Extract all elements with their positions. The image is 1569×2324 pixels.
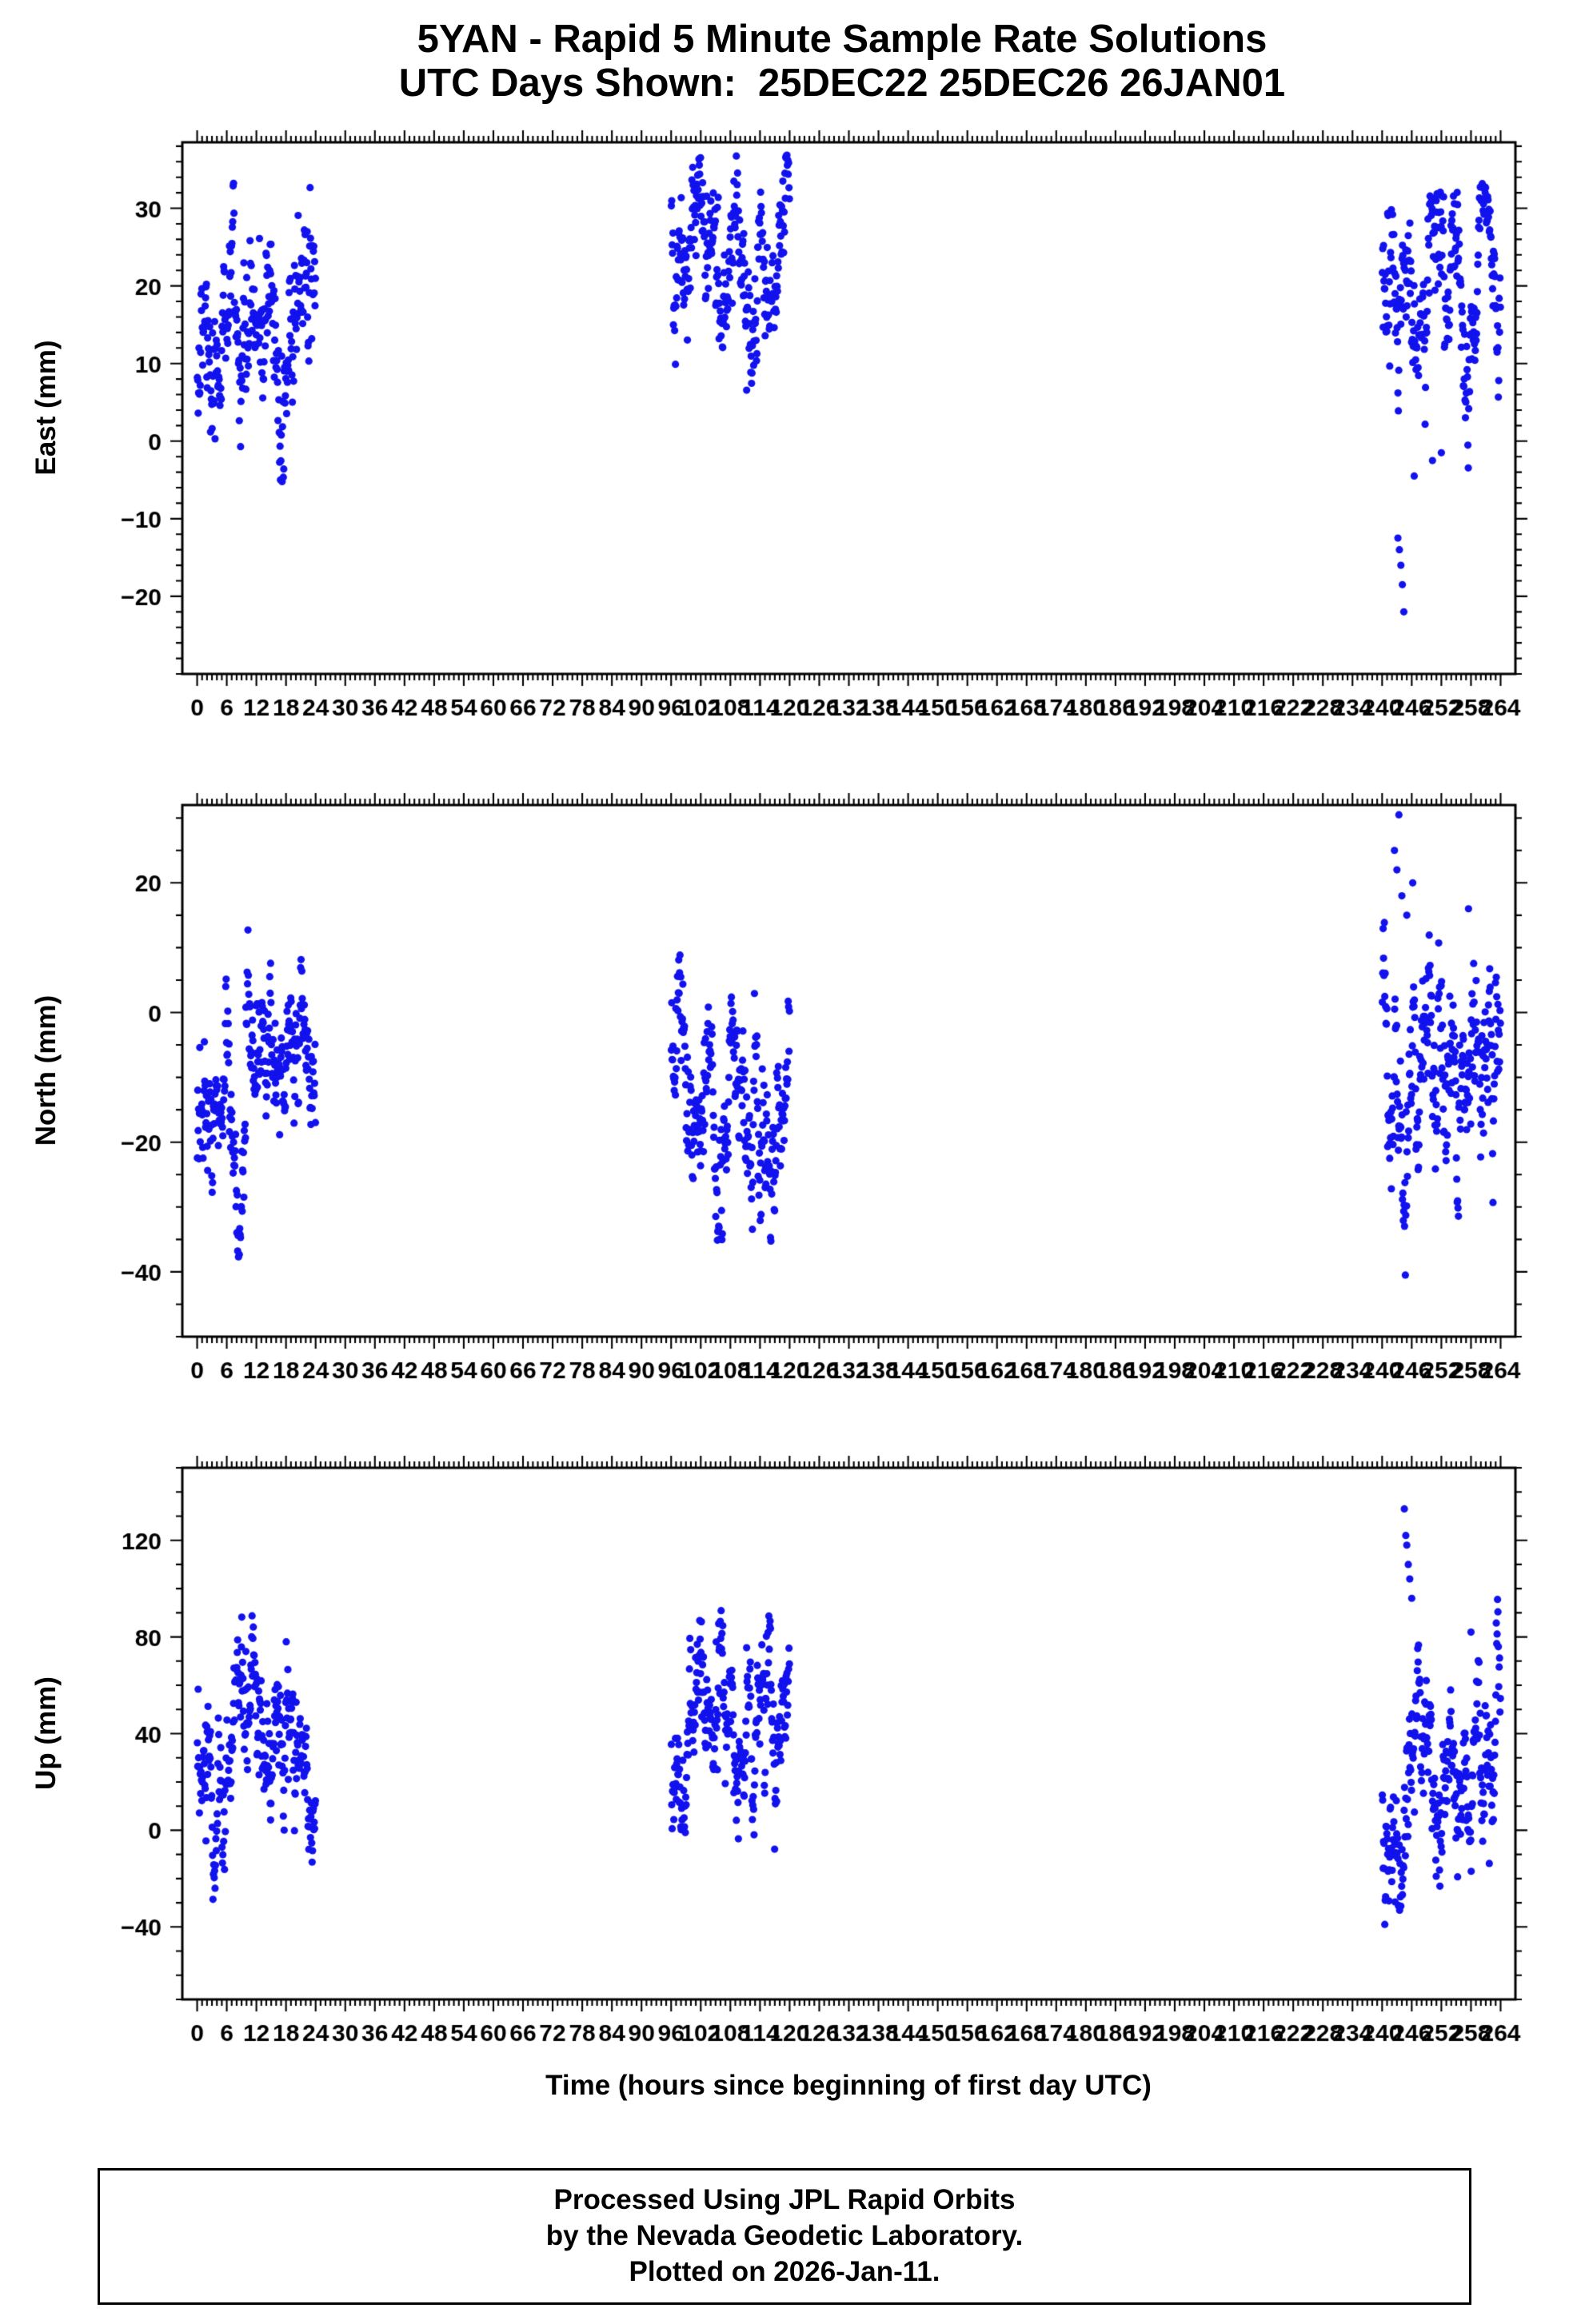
chart-title-block: 5YAN - Rapid 5 Minute Sample Rate Soluti…: [58, 0, 1569, 106]
footer-line-2: by the Nevada Geodetic Laboratory.: [545, 2220, 1024, 2251]
footer-box: Processed Using JPL Rapid Orbits by the …: [98, 2168, 1471, 2305]
footer-line-3: Plotted on 2026-Jan-11.: [629, 2256, 940, 2287]
chart-title: 5YAN - Rapid 5 Minute Sample Rate Soluti…: [417, 18, 1268, 61]
footer-line-1: Processed Using JPL Rapid Orbits: [553, 2184, 1016, 2215]
north-axis-label: North (mm): [30, 995, 62, 1146]
north-scatter-canvas: [0, 791, 1569, 1386]
chart-subtitle: UTC Days Shown: 25DEC22 25DEC26 26JAN01: [398, 62, 1286, 105]
up-scatter-canvas: [0, 1453, 1569, 2049]
up-axis-label: Up (mm): [30, 1676, 62, 1790]
east-axis-label: East (mm): [30, 340, 62, 476]
north-panel: North (mm): [0, 791, 1569, 1386]
x-axis-title: Time (hours since beginning of first day…: [545, 2070, 1152, 2101]
east-scatter-canvas: [0, 128, 1569, 724]
east-panel: East (mm): [0, 128, 1569, 724]
up-panel: Up (mm): [0, 1453, 1569, 2049]
